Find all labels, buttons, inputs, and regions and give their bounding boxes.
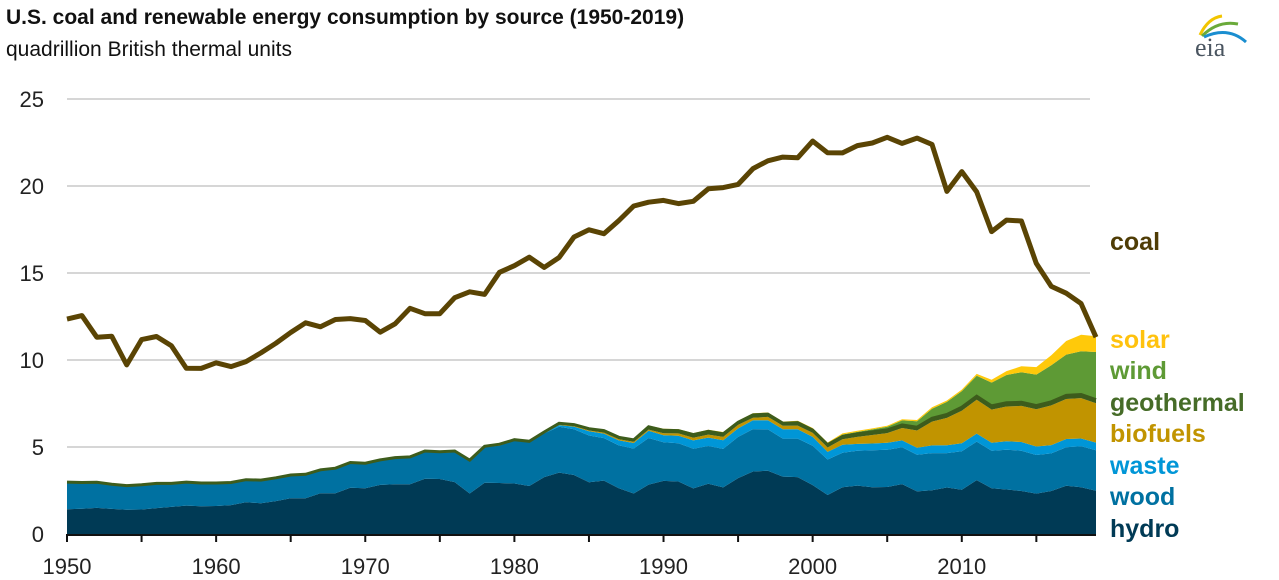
- x-tick-label: 1970: [341, 554, 390, 579]
- y-tick-label: 25: [20, 87, 44, 112]
- x-tick-label: 1990: [639, 554, 688, 579]
- legend-label-coal: coal: [1110, 228, 1160, 256]
- y-tick-label: 5: [32, 435, 44, 460]
- legend-label-geothermal: geothermal: [1110, 389, 1245, 417]
- svg-text:eia: eia: [1195, 33, 1226, 60]
- legend-label-wood: wood: [1109, 483, 1175, 511]
- y-tick-label: 15: [20, 261, 44, 286]
- area-biofuels: [67, 398, 1096, 486]
- y-tick-label: 20: [20, 174, 44, 199]
- legend-label-solar: solar: [1110, 326, 1170, 354]
- x-tick-label: 1950: [43, 554, 92, 579]
- y-tick-label: 10: [20, 348, 44, 373]
- legend-label-waste: waste: [1109, 452, 1180, 480]
- x-tick-label: 2010: [937, 554, 986, 579]
- chart-title: U.S. coal and renewable energy consumpti…: [6, 6, 685, 29]
- line-geothermal-edge: [66, 392, 1097, 488]
- legend-label-wind: wind: [1109, 357, 1167, 385]
- x-tick-label: 2000: [788, 554, 837, 579]
- x-tick-label: 1980: [490, 554, 539, 579]
- line-coal: [66, 134, 1099, 371]
- chart-subtitle: quadrillion British thermal units: [6, 38, 292, 61]
- eia-logo: eia: [1195, 14, 1247, 60]
- y-tick-label: 0: [32, 522, 44, 547]
- x-tick-label: 1960: [192, 554, 241, 579]
- legend-label-hydro: hydro: [1110, 515, 1179, 543]
- area-wood: [67, 426, 1096, 510]
- area-hydro: [67, 470, 1096, 534]
- legend-label-biofuels: biofuels: [1110, 420, 1206, 448]
